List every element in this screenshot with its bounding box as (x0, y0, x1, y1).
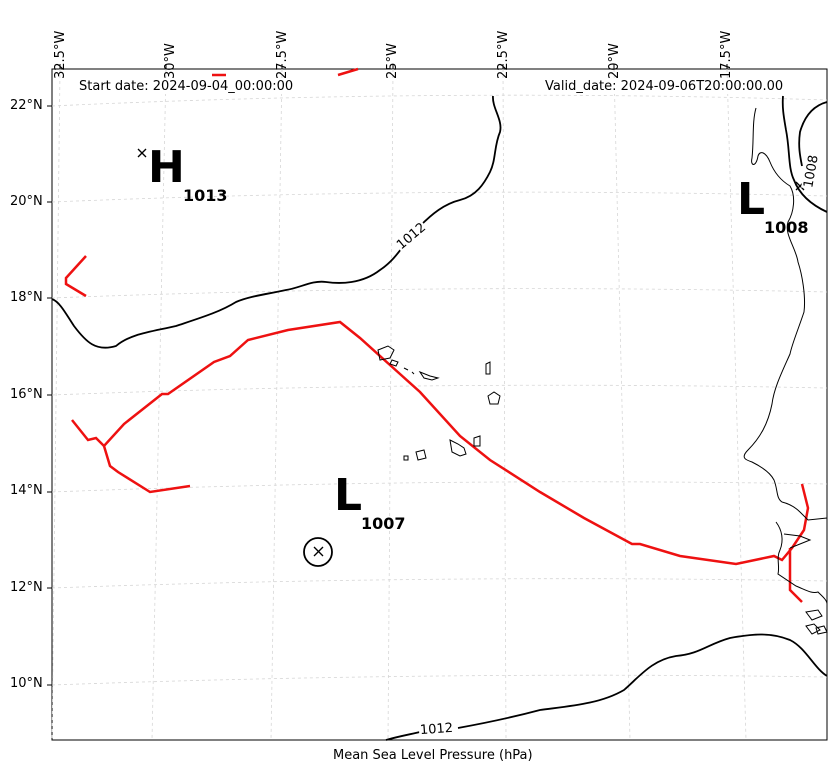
meridian-30w (151, 68, 167, 741)
parallel-16n (51, 384, 828, 396)
lat-label-20n: 20°N (10, 194, 43, 209)
contour-label-1012-south: 1012 (418, 720, 455, 739)
lat-label-10n: 10°N (10, 676, 43, 691)
coast-guinea (775, 521, 828, 605)
lat-label-12n: 12°N (10, 580, 43, 595)
low-pressure-letter-east: L (737, 174, 766, 225)
coast-west-africa (743, 107, 828, 521)
high-center-marker (137, 148, 147, 158)
map-frame (51, 68, 828, 741)
island-santiago (449, 439, 467, 457)
isobar-closed-low (303, 537, 333, 567)
coast-islands-bissau (805, 609, 828, 635)
lon-label-32-5w: 32.5°W (53, 30, 68, 79)
island-santo-antao (377, 345, 395, 361)
island-sao-nicolau (418, 370, 440, 381)
lon-label-22-5w: 22.5°W (496, 30, 511, 79)
coastline (743, 107, 828, 635)
track-top-stub (212, 67, 359, 77)
meridian-20w (613, 68, 631, 741)
start-date-text: Start date: 2024-09-04_00:00:00 (79, 79, 294, 94)
lon-label-27-5w: 27.5°W (275, 30, 290, 79)
track-main (71, 320, 810, 566)
lon-label-17-5w: 17.5°W (719, 30, 734, 79)
island-dots (403, 367, 415, 375)
meridian-27.5w (270, 68, 283, 741)
low-pressure-letter-center: L (334, 470, 363, 521)
island-maio (473, 435, 481, 447)
parallel-22n (51, 94, 828, 107)
lat-label-16n: 16°N (10, 387, 43, 402)
graticule (51, 68, 828, 741)
lat-label-22n: 22°N (10, 98, 43, 113)
lat-label-14n: 14°N (10, 483, 43, 498)
lat-label-18n: 18°N (10, 290, 43, 305)
parallel-10n (51, 674, 828, 686)
island-sao-vicente (389, 359, 399, 367)
track-south-east (788, 548, 803, 603)
low-center-marker-1007 (313, 546, 324, 557)
coast-senegal-detail (783, 533, 812, 549)
cape-verde-islands (377, 345, 501, 461)
isobar-1012-south (385, 633, 828, 741)
lon-label-25w: 25°W (385, 43, 400, 79)
island-brava (403, 455, 409, 461)
high-pressure-letter: H (148, 142, 185, 193)
track-hook-nw (64, 255, 87, 298)
high-pressure-value: 1013 (183, 186, 228, 205)
lon-label-20w: 20°W (607, 43, 622, 79)
island-sal (485, 361, 491, 375)
meridian-22.5w (502, 68, 507, 741)
island-fogo (415, 449, 427, 461)
meridian-25w (387, 68, 394, 741)
parallel-18n (51, 288, 828, 299)
low-pressure-value-center: 1007 (361, 514, 406, 533)
meridian-17.5w (726, 68, 747, 741)
left-ticks (47, 105, 52, 686)
meridian-32.5w (51, 68, 61, 741)
top-ticks (59, 64, 728, 69)
lon-label-30w: 30°W (163, 43, 178, 79)
parallel-20n (51, 191, 828, 203)
low-pressure-value-east: 1008 (764, 218, 809, 237)
isobars (51, 95, 828, 741)
storm-track (64, 67, 810, 603)
parallel-14n (51, 481, 828, 493)
island-boa-vista (487, 391, 501, 405)
isobar-1012-north (51, 95, 502, 349)
parallel-12n (51, 578, 828, 589)
track-branch-west (102, 445, 191, 494)
isobar-1008-east (781, 95, 828, 213)
valid-date-text: Valid_date: 2024-09-06T20:00:00.00 (545, 79, 784, 94)
map-caption: Mean Sea Level Pressure (hPa) (333, 748, 533, 763)
